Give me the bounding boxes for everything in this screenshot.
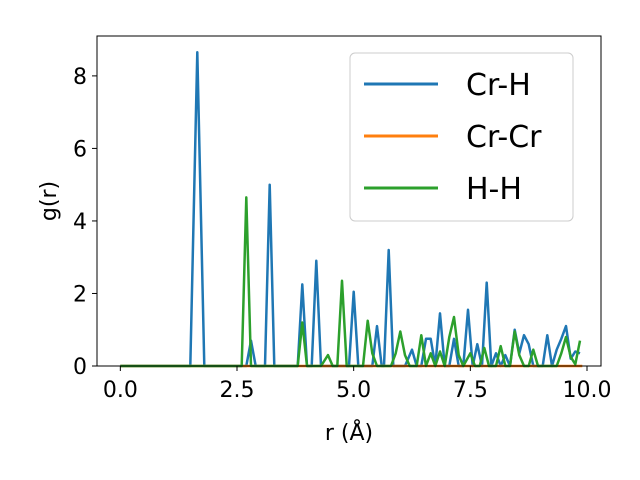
y-tick-label: 6 bbox=[73, 137, 87, 162]
x-axis: 0.0 2.5 5.0 7.5 10.0 bbox=[103, 366, 612, 403]
x-axis-label: r (Å) bbox=[325, 419, 373, 446]
x-tick-label: 0.0 bbox=[103, 378, 138, 403]
legend-label-1: Cr-Cr bbox=[466, 120, 542, 155]
legend: Cr-H Cr-Cr H-H bbox=[349, 52, 574, 222]
legend-box bbox=[349, 52, 574, 222]
y-tick-label: 2 bbox=[73, 282, 87, 307]
legend-label-2: H-H bbox=[466, 172, 522, 207]
legend-label-0: Cr-H bbox=[466, 68, 531, 103]
y-tick-label: 0 bbox=[73, 355, 87, 380]
x-tick-label: 10.0 bbox=[563, 378, 612, 403]
y-axis-label: g(r) bbox=[37, 181, 62, 221]
y-tick-label: 4 bbox=[73, 210, 87, 235]
x-tick-label: 2.5 bbox=[220, 378, 255, 403]
x-tick-label: 7.5 bbox=[453, 378, 488, 403]
y-axis: 0 2 4 6 8 bbox=[73, 65, 97, 380]
y-tick-label: 8 bbox=[73, 65, 87, 90]
x-tick-label: 5.0 bbox=[336, 378, 371, 403]
axes-frame bbox=[96, 35, 602, 367]
